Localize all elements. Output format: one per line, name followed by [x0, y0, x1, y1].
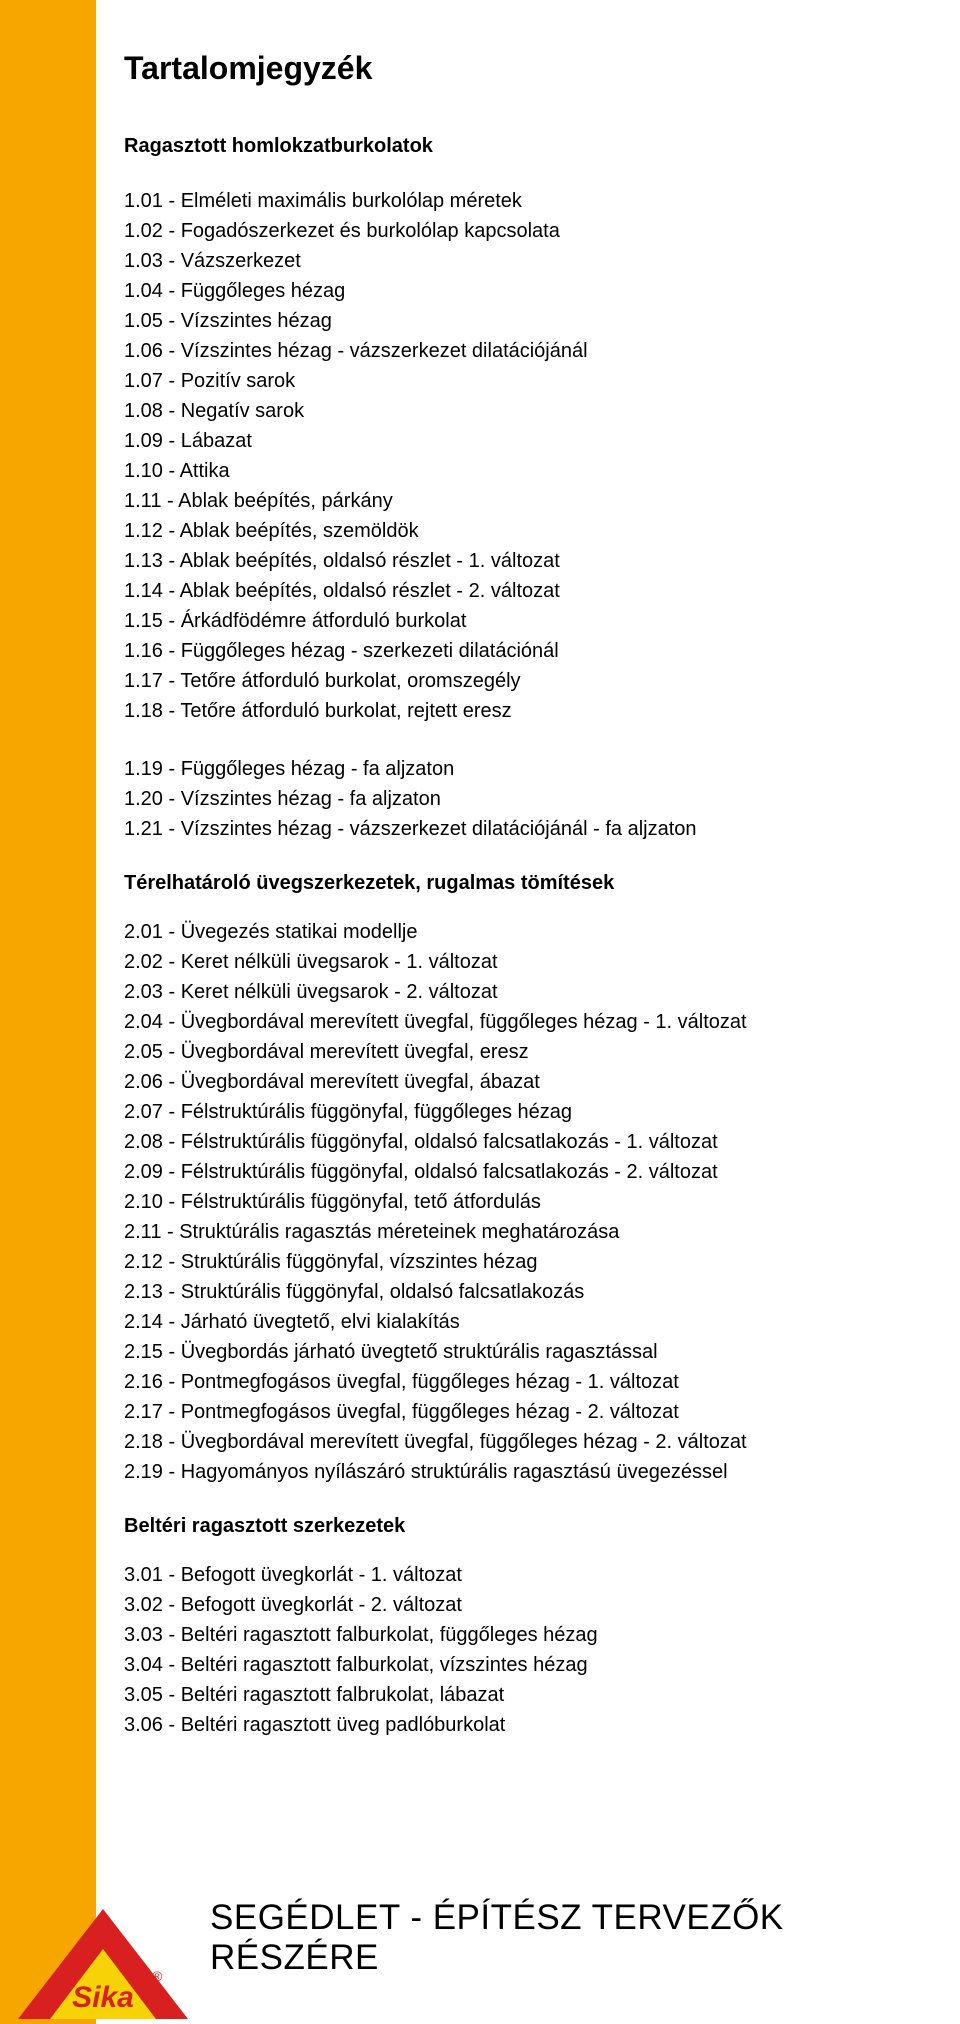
logo-registered-icon: ®	[152, 1968, 163, 1984]
toc-entry: 2.19 - Hagyományos nyílászáró struktúrál…	[124, 1457, 900, 1487]
toc-entry: 2.04 - Üvegbordával merevített üvegfal, …	[124, 1007, 900, 1037]
toc-entry: 2.15 - Üvegbordás járható üvegtető struk…	[124, 1337, 900, 1367]
toc-entry: 2.09 - Félstruktúrális függönyfal, oldal…	[124, 1157, 900, 1187]
page-title: Tartalomjegyzék	[124, 50, 900, 87]
toc-entry: 1.06 - Vízszintes hézag - vázszerkezet d…	[124, 336, 900, 366]
toc-entry: 1.04 - Függőleges hézag	[124, 276, 900, 306]
toc-entry: 3.05 - Beltéri ragasztott falbrukolat, l…	[124, 1680, 900, 1710]
toc-entry: 3.02 - Befogott üvegkorlát - 2. változat	[124, 1590, 900, 1620]
toc-entry: 1.07 - Pozitív sarok	[124, 366, 900, 396]
section-title: Ragasztott homlokzatburkolatok	[124, 135, 900, 158]
toc-entry: 2.14 - Járható üvegtető, elvi kialakítás	[124, 1307, 900, 1337]
toc-entry: 3.01 - Befogott üvegkorlát - 1. változat	[124, 1560, 900, 1590]
toc-entry: 2.01 - Üvegezés statikai modellje	[124, 917, 900, 947]
toc-entry: 1.01 - Elméleti maximális burkolólap mér…	[124, 186, 900, 216]
sika-logo: Sika ®	[18, 1909, 188, 2024]
toc-entry: 1.20 - Vízszintes hézag - fa aljzaton	[124, 784, 900, 814]
toc-entry: 3.06 - Beltéri ragasztott üveg padlóburk…	[124, 1710, 900, 1740]
toc-block: 1.01 - Elméleti maximális burkolólap mér…	[124, 186, 900, 726]
toc-entry: 2.10 - Félstruktúrális függönyfal, tető …	[124, 1187, 900, 1217]
content-area: Tartalomjegyzék Ragasztott homlokzatburk…	[0, 0, 960, 1938]
toc-entry: 2.05 - Üvegbordával merevített üvegfal, …	[124, 1037, 900, 1067]
toc-entry: 1.11 - Ablak beépítés, párkány	[124, 486, 900, 516]
footer: SEGÉDLET - ÉPÍTÉSZ TERVEZŐK RÉSZÉRE Sika…	[0, 1894, 960, 2024]
toc-entry: 1.03 - Vázszerkezet	[124, 246, 900, 276]
toc-entry: 1.09 - Lábazat	[124, 426, 900, 456]
toc-entry: 3.04 - Beltéri ragasztott falburkolat, v…	[124, 1650, 900, 1680]
toc-entry: 1.05 - Vízszintes hézag	[124, 306, 900, 336]
footer-text: SEGÉDLET - ÉPÍTÉSZ TERVEZŐK RÉSZÉRE	[210, 1898, 960, 1978]
toc-block: 3.01 - Befogott üvegkorlát - 1. változat…	[124, 1560, 900, 1740]
logo-wordmark: Sika	[72, 1981, 134, 2014]
toc-entry: 2.12 - Struktúrális függönyfal, vízszint…	[124, 1247, 900, 1277]
toc-entry: 1.10 - Attika	[124, 456, 900, 486]
toc-entry: 1.18 - Tetőre átforduló burkolat, rejtet…	[124, 696, 900, 726]
section-title: Beltéri ragasztott szerkezetek	[124, 1515, 900, 1538]
toc-entry: 1.14 - Ablak beépítés, oldalsó részlet -…	[124, 576, 900, 606]
toc-entry: 1.16 - Függőleges hézag - szerkezeti dil…	[124, 636, 900, 666]
toc-entry: 1.19 - Függőleges hézag - fa aljzaton	[124, 754, 900, 784]
toc-entry: 1.17 - Tetőre átforduló burkolat, oromsz…	[124, 666, 900, 696]
toc-entry: 2.11 - Struktúrális ragasztás méreteinek…	[124, 1217, 900, 1247]
toc-entry: 2.16 - Pontmegfogásos üvegfal, függőlege…	[124, 1367, 900, 1397]
toc-entry: 1.08 - Negatív sarok	[124, 396, 900, 426]
toc-entry: 2.17 - Pontmegfogásos üvegfal, függőlege…	[124, 1397, 900, 1427]
toc-entry: 2.08 - Félstruktúrális függönyfal, oldal…	[124, 1127, 900, 1157]
toc-block: 2.01 - Üvegezés statikai modellje2.02 - …	[124, 917, 900, 1487]
toc-entry: 2.13 - Struktúrális függönyfal, oldalsó …	[124, 1277, 900, 1307]
section-title: Térelhatároló üvegszerkezetek, rugalmas …	[124, 872, 900, 895]
toc-entry: 1.21 - Vízszintes hézag - vázszerkezet d…	[124, 814, 900, 844]
toc-entry: 2.18 - Üvegbordával merevített üvegfal, …	[124, 1427, 900, 1457]
page-root: Tartalomjegyzék Ragasztott homlokzatburk…	[0, 0, 960, 2024]
toc-entry: 1.12 - Ablak beépítés, szemöldök	[124, 516, 900, 546]
toc-entry: 1.15 - Árkádfödémre átforduló burkolat	[124, 606, 900, 636]
toc-entry: 2.02 - Keret nélküli üvegsarok - 1. vált…	[124, 947, 900, 977]
toc-entry: 2.03 - Keret nélküli üvegsarok - 2. vált…	[124, 977, 900, 1007]
toc-entry: 2.06 - Üvegbordával merevített üvegfal, …	[124, 1067, 900, 1097]
toc-entry: 1.02 - Fogadószerkezet és burkolólap kap…	[124, 216, 900, 246]
toc-entry: 1.13 - Ablak beépítés, oldalsó részlet -…	[124, 546, 900, 576]
toc-block: 1.19 - Függőleges hézag - fa aljzaton1.2…	[124, 754, 900, 844]
toc-entry: 2.07 - Félstruktúrális függönyfal, függő…	[124, 1097, 900, 1127]
toc-entry: 3.03 - Beltéri ragasztott falburkolat, f…	[124, 1620, 900, 1650]
